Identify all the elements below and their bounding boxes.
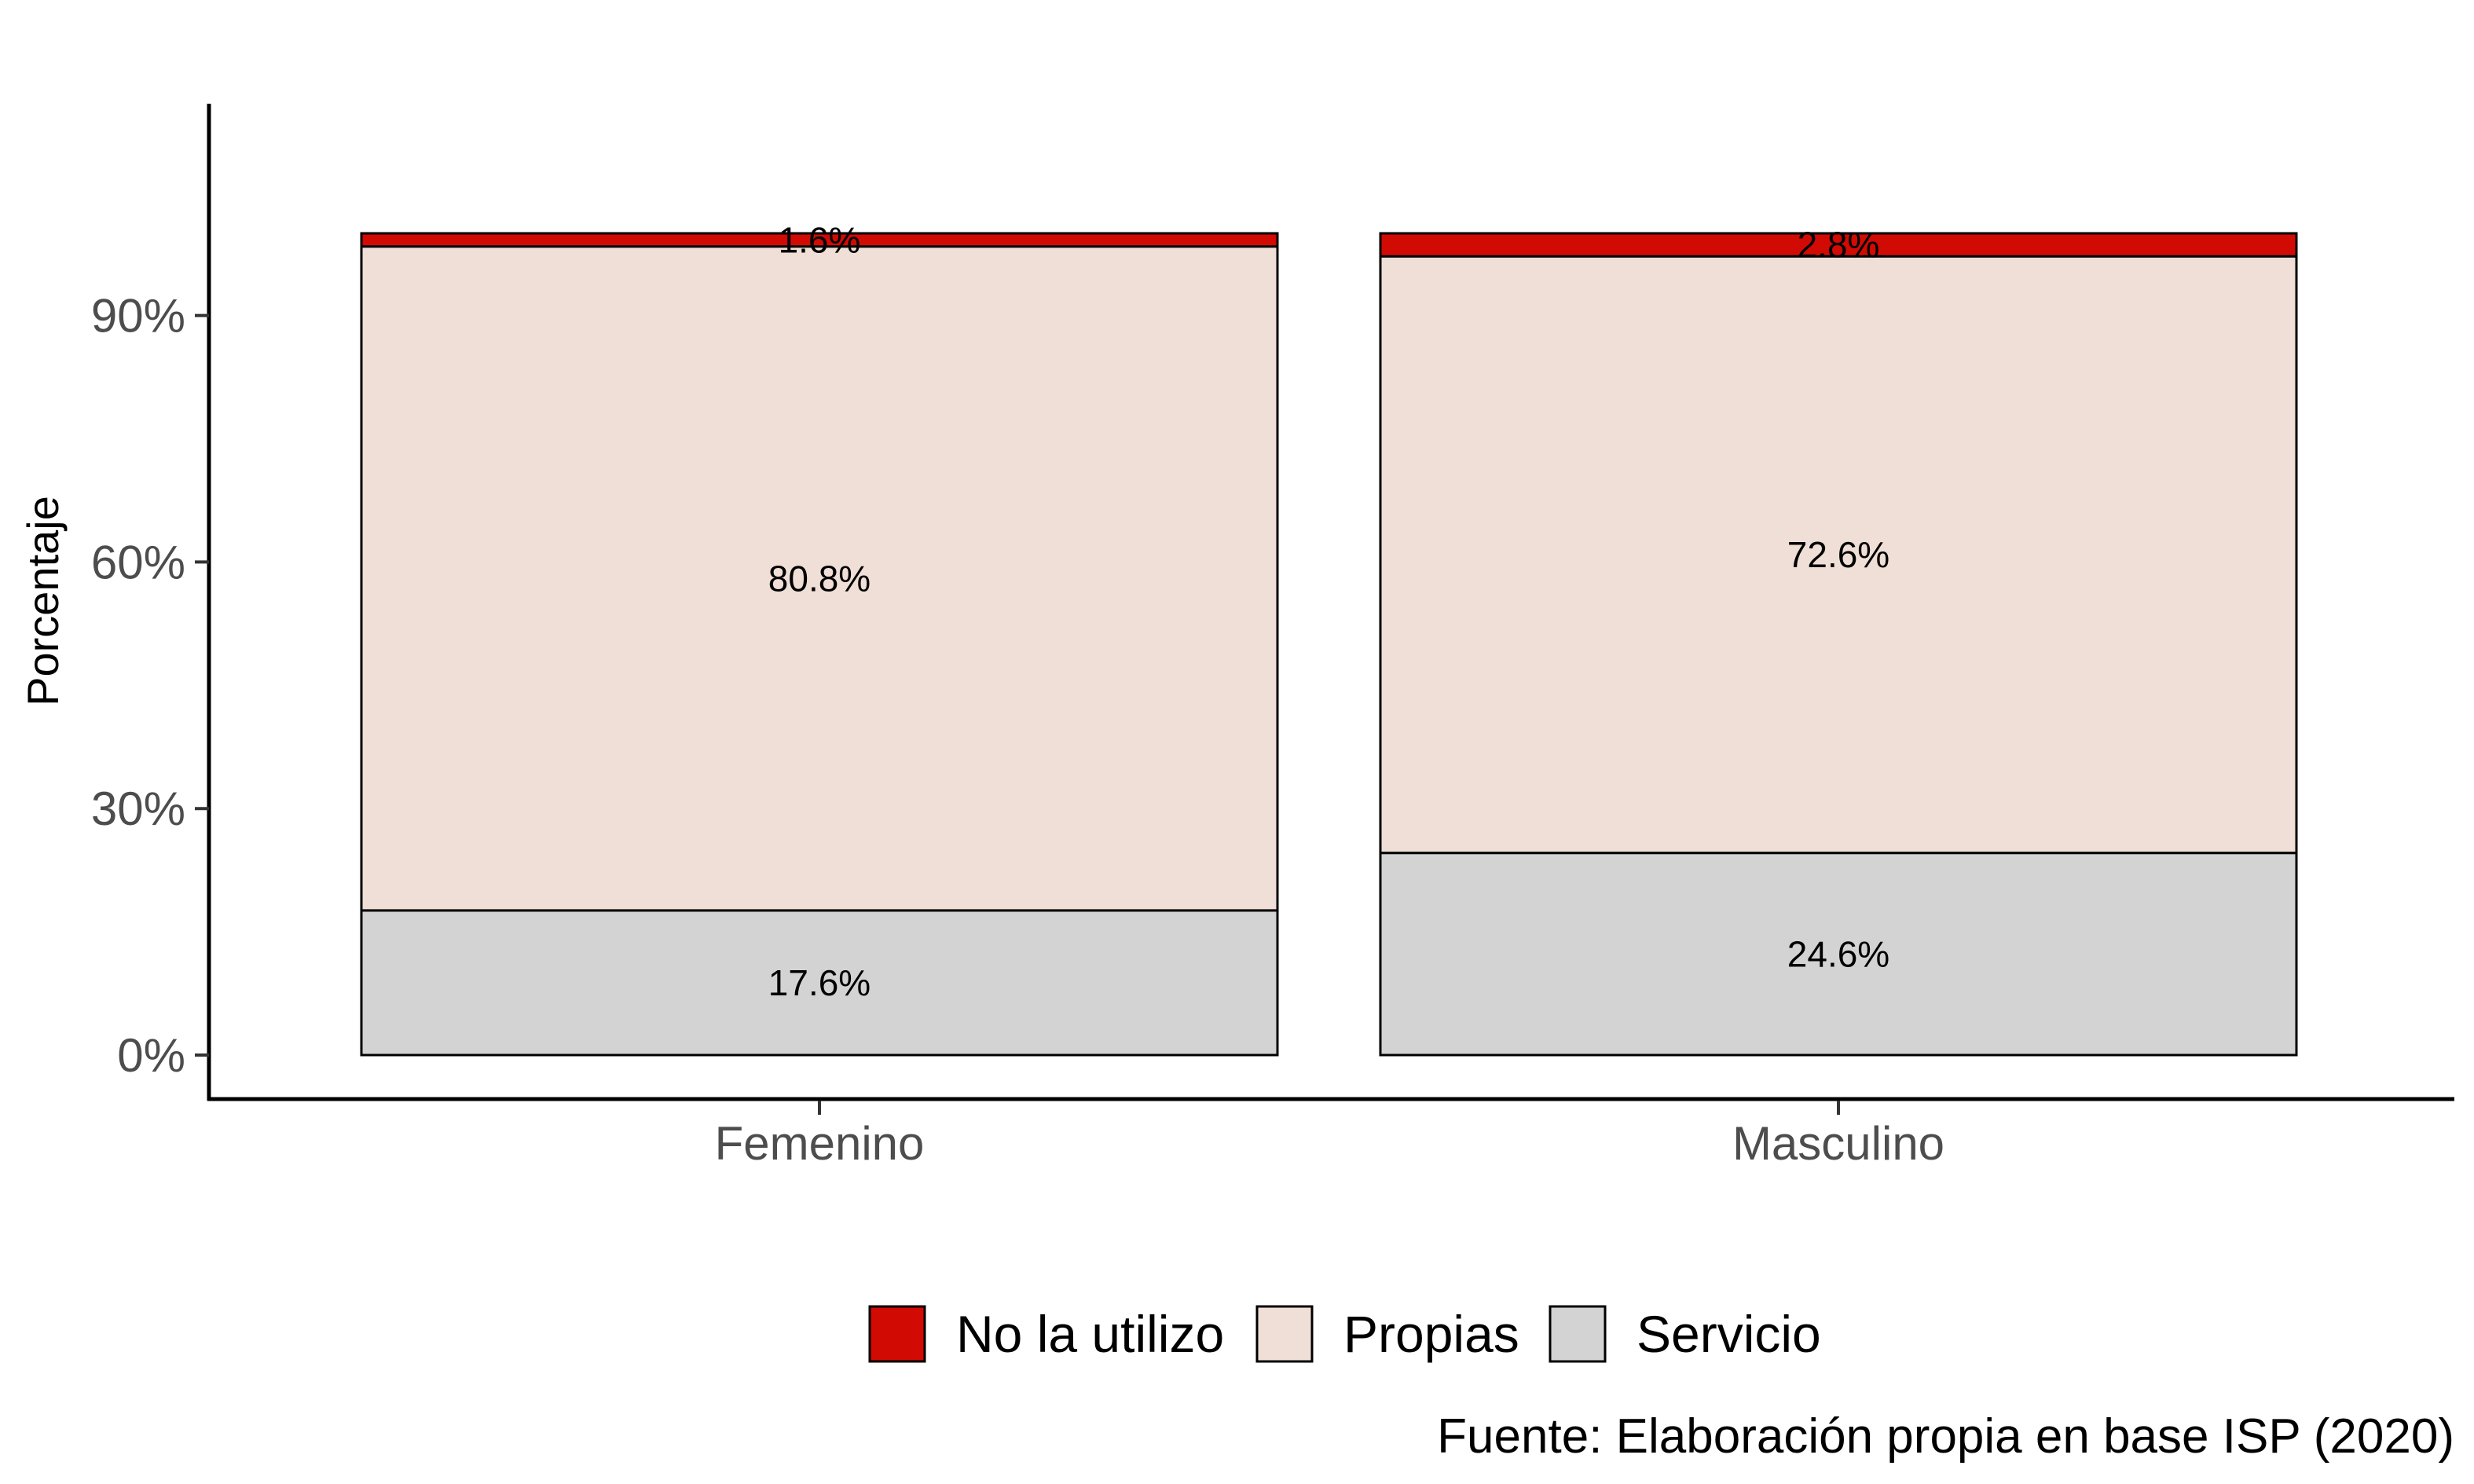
legend-swatch-no-la-utilizo [868,1305,926,1363]
data-label-femenino-no-la-utilizo: 1.6% [779,219,861,260]
legend-label-servicio: Servicio [1637,1305,1821,1363]
data-labels-layer: 17.6% 80.8% 1.6% 24.6% 72.6% 2.8% [768,219,1889,1003]
x-tick-label-masculino: Masculino [1732,1117,1944,1170]
y-axis: 0% 30% 60% 90% [91,290,209,1082]
bar-femenino-propias [360,245,1279,912]
bar-masculino-servicio [1379,852,2298,1057]
legend: No la utilizo Propias Servicio [868,1305,1821,1363]
data-label-masculino-servicio: 24.6% [1787,933,1889,974]
legend-swatch-propias [1255,1305,1314,1363]
x-tick-label-femenino: Femenino [715,1117,925,1170]
bar-femenino-no-la-utilizo [360,232,1279,248]
bars-layer [360,232,2298,1057]
y-tick-label: 60% [91,536,185,588]
legend-label-no-la-utilizo: No la utilizo [956,1305,1224,1363]
bar-masculino-no-la-utilizo [1379,232,2298,258]
source-caption: Fuente: Elaboración propia en base ISP (… [1437,1409,2454,1464]
y-tick-label: 0% [117,1029,185,1082]
legend-label-propias: Propias [1343,1305,1519,1363]
data-label-femenino-servicio: 17.6% [768,962,870,1003]
x-axis: Femenino Masculino [715,1101,1944,1170]
legend-swatch-servicio [1549,1305,1607,1363]
bar-masculino-propias [1379,255,2298,855]
data-label-femenino-propias: 80.8% [768,558,870,599]
y-tick-label: 30% [91,782,185,835]
data-label-masculino-no-la-utilizo: 2.8% [1798,225,1880,266]
y-tick-label: 90% [91,290,185,343]
y-axis-title: Porcentaje [18,496,68,706]
bar-femenino-servicio [360,909,1279,1057]
data-label-masculino-propias: 72.6% [1787,534,1889,575]
